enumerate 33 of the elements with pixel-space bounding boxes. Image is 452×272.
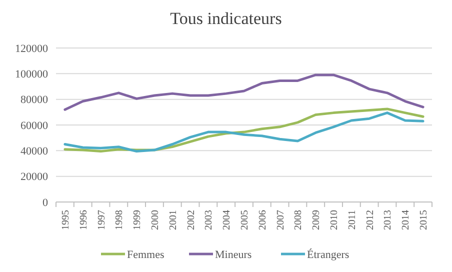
x-tick-label: 2007 — [275, 210, 286, 230]
y-tick-label: 80000 — [20, 94, 48, 106]
x-tick-label: 2005 — [240, 210, 250, 230]
y-tick-label: 60000 — [20, 120, 48, 132]
x-tick-label: 1996 — [78, 210, 90, 230]
x-tick-label: 2009 — [311, 210, 322, 230]
x-tick-label: 2003 — [204, 210, 215, 230]
x-tick-label: 2015 — [418, 210, 430, 230]
x-tick-label: 2011 — [346, 210, 358, 230]
x-tick-label: 2014 — [400, 210, 412, 230]
legend-label: Étrangers — [307, 248, 350, 261]
x-tick-label: 2004 — [222, 210, 233, 230]
y-tick-label: 20000 — [20, 171, 48, 184]
y-tick-label: 100000 — [15, 68, 48, 81]
x-tick-label: 1998 — [114, 210, 126, 230]
y-tick-label: 120000 — [15, 42, 48, 55]
legend-label: Mineurs — [215, 248, 252, 261]
x-tick-label: 2008 — [293, 210, 304, 230]
x-tick-label: 2002 — [186, 210, 197, 230]
x-tick-label: 2006 — [257, 210, 268, 230]
x-tick-label: 2013 — [382, 210, 394, 230]
x-tick-label: 2001 — [168, 210, 179, 230]
x-tick-label: 2010 — [329, 210, 340, 230]
x-tick-label: 1995 — [60, 210, 72, 230]
x-tick-label: 1999 — [132, 210, 144, 230]
legend-label: Femmes — [127, 248, 164, 261]
x-tick-label: 2000 — [150, 210, 161, 230]
y-tick-label: 40000 — [20, 146, 48, 158]
y-tick-label: 0 — [42, 196, 48, 209]
chart-title: Tous indicateurs — [170, 9, 282, 28]
x-tick-label: 2012 — [364, 210, 376, 230]
x-tick-label: 1997 — [96, 210, 108, 230]
line-series — [64, 74, 424, 111]
